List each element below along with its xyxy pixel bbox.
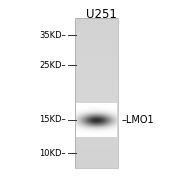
Text: U251: U251: [86, 8, 117, 21]
Text: –LMO1: –LMO1: [122, 115, 155, 125]
Text: 15KD–: 15KD–: [39, 116, 66, 125]
Text: 25KD–: 25KD–: [39, 60, 66, 69]
Text: 10KD–: 10KD–: [39, 148, 66, 158]
Text: 35KD–: 35KD–: [39, 30, 66, 39]
Bar: [75, 18, 118, 168]
